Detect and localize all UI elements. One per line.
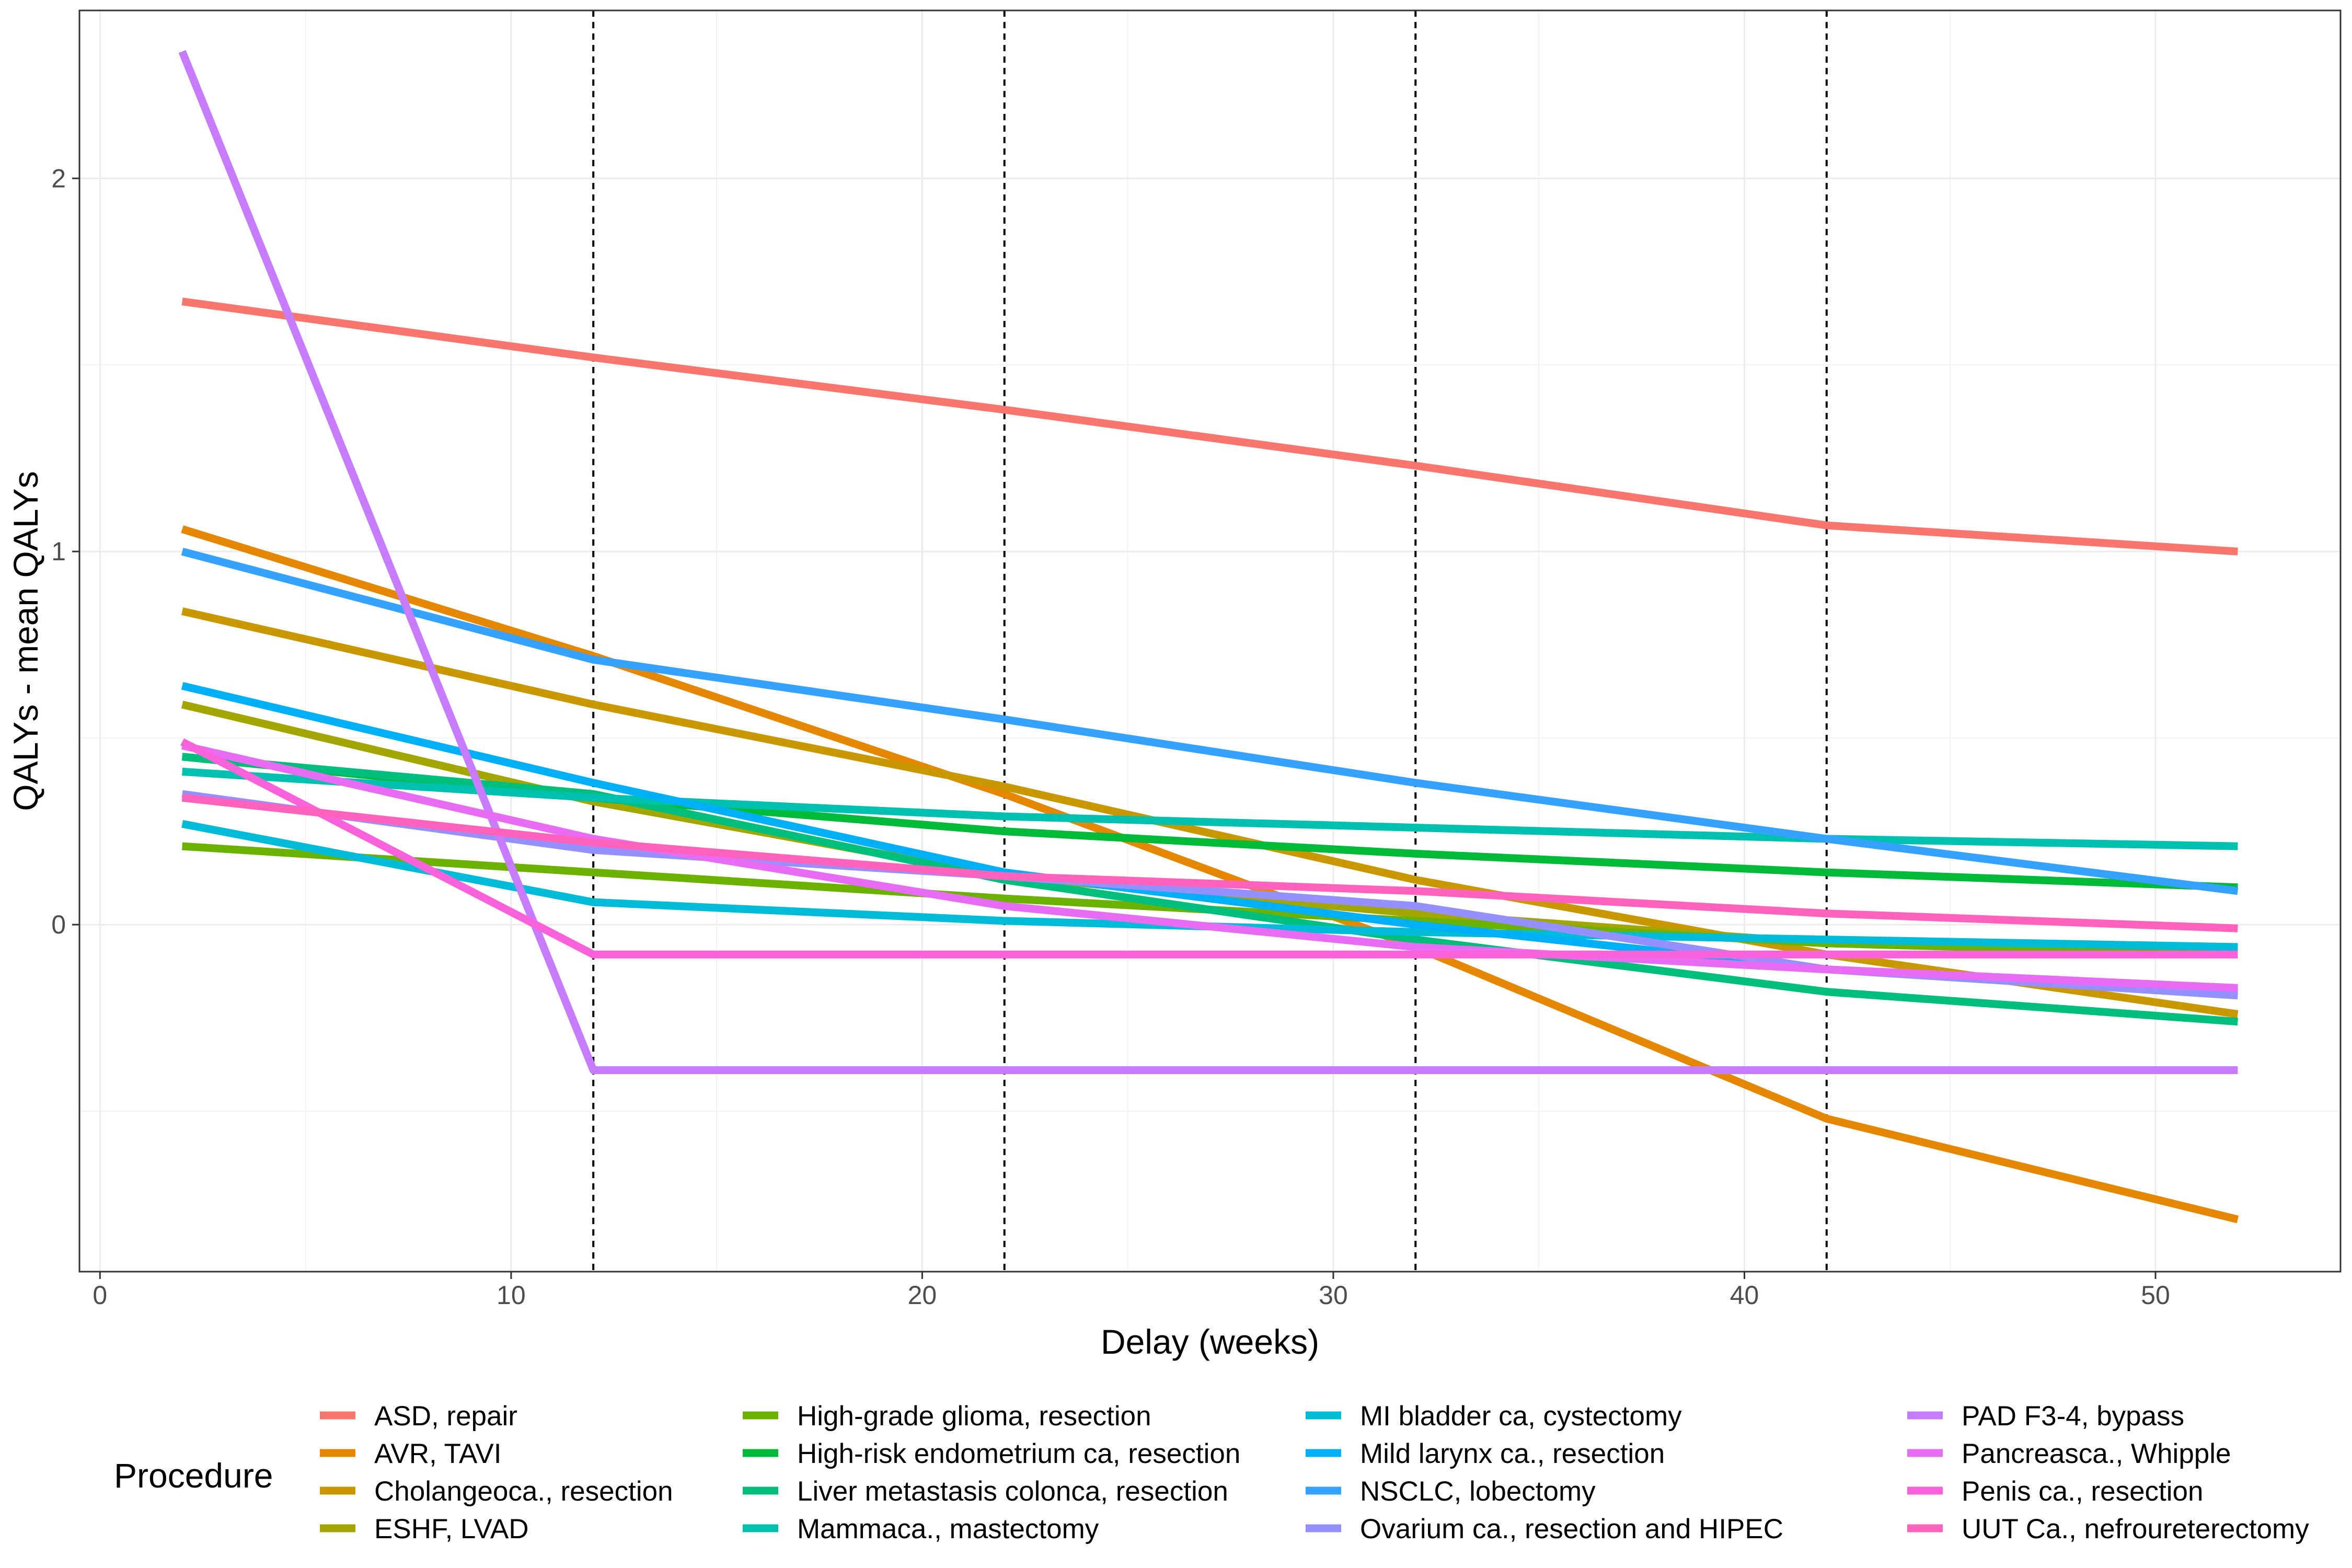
legend-label: Ovarium ca., resection and HIPEC bbox=[1360, 1514, 1783, 1544]
x-tick-label: 50 bbox=[2141, 1281, 2170, 1310]
series-line-nsclc-lobectomy bbox=[181, 547, 2239, 895]
series-line-penis-ca-resection bbox=[180, 738, 2238, 959]
series-lines bbox=[178, 50, 2239, 1224]
legend: Procedure ASD, repair AVR, TAVI Cholangeoc… bbox=[114, 1401, 2309, 1544]
x-tick-label: 30 bbox=[1319, 1281, 1348, 1310]
legend-label: Liver metastasis colonca, resection bbox=[797, 1476, 1228, 1507]
series-line-pad-f3-4-bypass bbox=[178, 50, 2238, 1074]
panel-background bbox=[79, 10, 2341, 1272]
legend-label: Penis ca., resection bbox=[1962, 1476, 2204, 1507]
legend-label: Mild larynx ca., resection bbox=[1360, 1438, 1665, 1469]
series-line-uut-ca-nefroureterectomy bbox=[181, 793, 2238, 932]
series-line-liver-metastasis-colonca-resection bbox=[181, 753, 2238, 1026]
legend-label: ESHF, LVAD bbox=[374, 1514, 529, 1544]
panel-frame bbox=[78, 9, 2342, 1273]
legend-label: High-risk endometrium ca, resection bbox=[797, 1438, 1240, 1469]
series-line-mammaca-mastectomy bbox=[182, 767, 2238, 850]
legend-title: Procedure bbox=[114, 1456, 273, 1495]
axis-tick-labels: 0 10 20 30 40 50 0 1 2 bbox=[51, 164, 2170, 1310]
legend-label: NSCLC, lobectomy bbox=[1360, 1476, 1596, 1507]
axis-ticks bbox=[72, 177, 2157, 1279]
legend-label: Cholangeoca., resection bbox=[374, 1476, 673, 1507]
series-line-pancreasca-whipple bbox=[181, 742, 2238, 992]
legend-label: PAD F3-4, bypass bbox=[1962, 1401, 2184, 1432]
legend-label: AVR, TAVI bbox=[374, 1438, 501, 1469]
x-tick-label: 10 bbox=[497, 1281, 526, 1310]
legend-label: MI bladder ca, cystectomy bbox=[1360, 1401, 1682, 1432]
series-line-asd-repair bbox=[181, 297, 2238, 556]
x-tick-label: 0 bbox=[93, 1281, 107, 1310]
legend-label: ASD, repair bbox=[374, 1401, 517, 1432]
legend-label: Mammaca., mastectomy bbox=[797, 1514, 1099, 1544]
legend-label: UUT Ca., nefroureterectomy bbox=[1962, 1514, 2309, 1544]
y-axis-title: QALYs - mean QALYs bbox=[6, 471, 45, 811]
series-line-avr-tavi bbox=[181, 525, 2239, 1224]
y-tick-label: 0 bbox=[51, 910, 66, 939]
legend-label: High-grade glioma, resection bbox=[797, 1401, 1151, 1432]
plot-panel bbox=[79, 10, 2341, 1272]
y-tick-label: 1 bbox=[51, 537, 66, 566]
series-line-cholangeoca-resection bbox=[181, 607, 2239, 1018]
x-axis-title: Delay (weeks) bbox=[1101, 1322, 1319, 1361]
panel-border bbox=[78, 9, 2342, 1273]
x-tick-label: 20 bbox=[908, 1281, 937, 1310]
y-tick-label: 2 bbox=[51, 164, 66, 193]
x-tick-label: 40 bbox=[1730, 1281, 1759, 1310]
legend-label: Pancreasca., Whipple bbox=[1962, 1438, 2231, 1469]
